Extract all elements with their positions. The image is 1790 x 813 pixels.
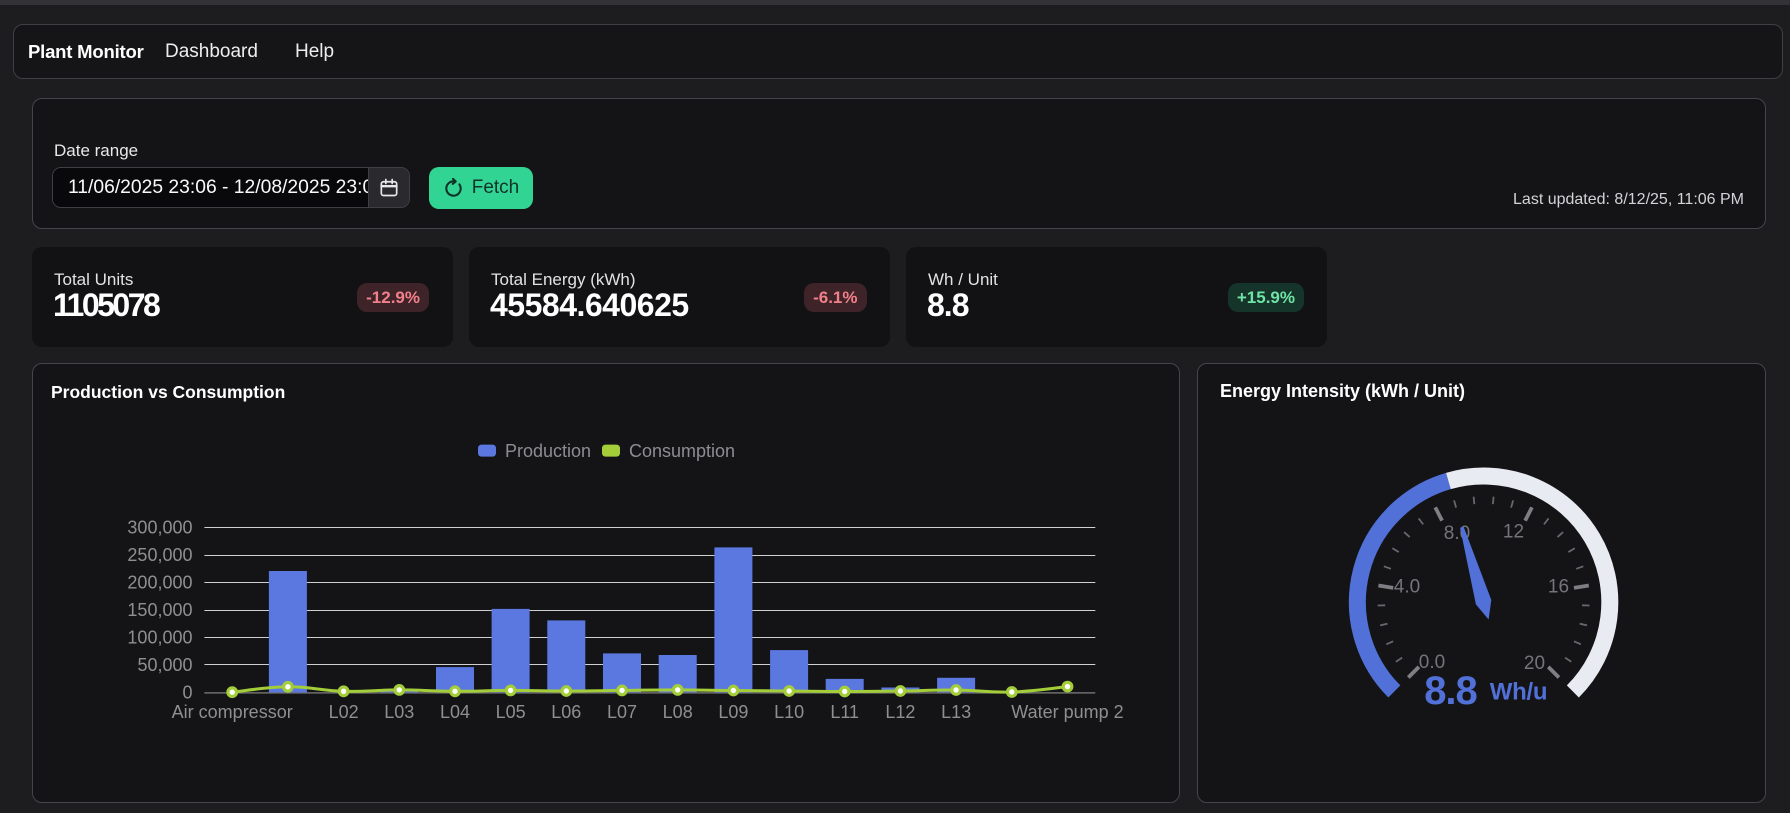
svg-text:4.0: 4.0 bbox=[1394, 577, 1420, 598]
svg-text:200,000: 200,000 bbox=[127, 573, 192, 593]
svg-text:L12: L12 bbox=[885, 702, 915, 722]
svg-text:L05: L05 bbox=[496, 702, 526, 722]
svg-text:L02: L02 bbox=[329, 702, 359, 722]
svg-text:L06: L06 bbox=[551, 702, 581, 722]
svg-text:100,000: 100,000 bbox=[127, 628, 192, 648]
svg-text:250,000: 250,000 bbox=[127, 545, 192, 565]
svg-text:50,000: 50,000 bbox=[137, 655, 192, 675]
svg-text:Production: Production bbox=[505, 441, 591, 461]
svg-text:L08: L08 bbox=[663, 702, 693, 722]
svg-text:L13: L13 bbox=[941, 702, 971, 722]
svg-text:L10: L10 bbox=[774, 702, 804, 722]
svg-text:Wh/u: Wh/u bbox=[1490, 678, 1547, 705]
svg-text:Water pump 2: Water pump 2 bbox=[1011, 702, 1123, 722]
svg-text:0: 0 bbox=[182, 682, 192, 702]
svg-text:150,000: 150,000 bbox=[127, 600, 192, 620]
svg-text:8.8: 8.8 bbox=[1424, 669, 1477, 713]
svg-text:Consumption: Consumption bbox=[629, 441, 735, 461]
svg-text:300,000: 300,000 bbox=[127, 518, 192, 538]
svg-text:L11: L11 bbox=[830, 702, 859, 722]
svg-text:16: 16 bbox=[1548, 577, 1569, 598]
svg-text:12: 12 bbox=[1503, 522, 1524, 543]
svg-text:L07: L07 bbox=[607, 702, 637, 722]
svg-text:L04: L04 bbox=[440, 702, 470, 722]
svg-text:0.0: 0.0 bbox=[1419, 652, 1445, 673]
svg-text:20: 20 bbox=[1524, 653, 1545, 674]
svg-text:Air compressor: Air compressor bbox=[172, 702, 293, 722]
svg-text:L09: L09 bbox=[718, 702, 748, 722]
svg-text:L03: L03 bbox=[384, 702, 414, 722]
